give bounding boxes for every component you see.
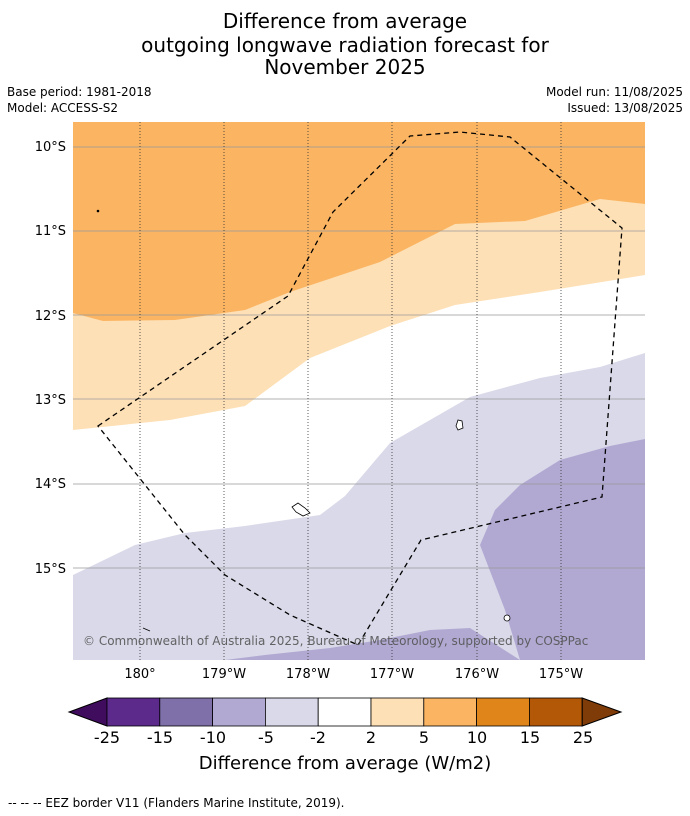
title-line-1: Difference from average bbox=[222, 9, 468, 33]
island-3 bbox=[503, 614, 511, 622]
lat-label: 11°S bbox=[35, 224, 66, 239]
base-period: Base period: 1981-2018 bbox=[7, 85, 152, 99]
island-4 bbox=[142, 627, 151, 632]
lon-label: 176°W bbox=[455, 667, 499, 682]
colorbar-tick-label: -5 bbox=[258, 728, 274, 747]
colorbar-segment bbox=[476, 697, 530, 727]
lat-label: 13°S bbox=[35, 393, 66, 408]
colorbar-extend-low bbox=[67, 697, 108, 727]
colorbar-tick-label: 15 bbox=[519, 728, 541, 747]
colorbar-tick-label: 5 bbox=[418, 728, 430, 747]
field-minus-5-to-minus-10 bbox=[480, 439, 645, 660]
colorbar-segment bbox=[370, 697, 425, 727]
colorbar-segment bbox=[212, 697, 266, 727]
colorbar-segment bbox=[423, 697, 477, 727]
model-name: Model: ACCESS-S2 bbox=[7, 101, 119, 115]
map-area: © Commonwealth of Australia 2025, Bureau… bbox=[73, 122, 645, 660]
colorbar-segment bbox=[317, 697, 372, 727]
lat-label: 14°S bbox=[35, 477, 66, 492]
colorbar-tick-label: 2 bbox=[365, 728, 377, 747]
issued-date: Issued: 13/08/2025 bbox=[567, 101, 683, 115]
colorbar-segment bbox=[106, 697, 161, 727]
lon-label: 180° bbox=[124, 667, 155, 682]
colorbar-segment bbox=[264, 697, 319, 727]
latitude-gridlines bbox=[73, 146, 645, 569]
lon-label: 179°W bbox=[202, 667, 246, 682]
lon-label: 177°W bbox=[370, 667, 414, 682]
colorbar-tick-label: -10 bbox=[199, 728, 227, 747]
colorbar-segment bbox=[159, 697, 214, 727]
island-2 bbox=[291, 502, 311, 517]
eez-border-legend: -- -- -- EEZ border V11 (Flanders Marine… bbox=[8, 796, 345, 810]
lat-label: 12°S bbox=[35, 309, 66, 324]
title-line-3: November 2025 bbox=[264, 55, 426, 79]
colorbar-tick-label: -2 bbox=[310, 728, 326, 747]
colorbar-tick-label: -25 bbox=[93, 728, 121, 747]
lat-label: 15°S bbox=[35, 562, 66, 577]
lon-label: 175°W bbox=[539, 667, 583, 682]
colorbar-tick-label: 25 bbox=[572, 728, 594, 747]
title-line-2: outgoing longwave radiation forecast for bbox=[141, 33, 549, 57]
lat-label: 10°S bbox=[35, 140, 66, 155]
eez-border bbox=[97, 131, 623, 646]
model-run: Model run: 11/08/2025 bbox=[545, 85, 683, 99]
colorbar-tick-label: 10 bbox=[466, 728, 488, 747]
island-5 bbox=[96, 209, 100, 213]
colorbar-tick-label: -15 bbox=[146, 728, 174, 747]
field-minus-5-bottom bbox=[225, 628, 520, 660]
longitude-labels: 180° 179°W 178°W 177°W 176°W 175°W bbox=[124, 667, 583, 682]
colorbar-title: Difference from average (W/m2) bbox=[198, 753, 492, 774]
lon-label: 178°W bbox=[286, 667, 330, 682]
colorbar-segment bbox=[529, 697, 583, 727]
copyright-notice: © Commonwealth of Australia 2025, Bureau… bbox=[83, 634, 588, 648]
island-1 bbox=[455, 419, 464, 431]
colorbar bbox=[67, 697, 623, 727]
latitude-labels: 10°S 11°S 12°S 13°S 14°S 15°S bbox=[35, 140, 66, 577]
islands bbox=[96, 209, 511, 632]
colorbar-extend-high bbox=[581, 697, 623, 727]
